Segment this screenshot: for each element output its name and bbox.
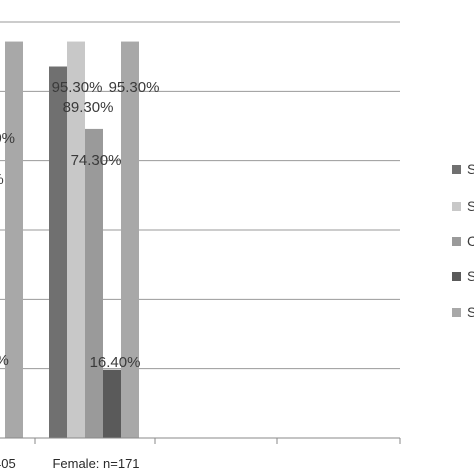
legend-entry: S: [467, 198, 474, 214]
legend-entry: S: [467, 268, 474, 284]
data-label: %: [0, 171, 4, 188]
x-axis: 405 Female: n=171: [0, 437, 401, 471]
bar: [49, 66, 67, 439]
data-label: 95.30%: [52, 79, 103, 96]
data-label: 74.30%: [71, 152, 122, 169]
bars: [5, 41, 139, 439]
data-labels: 89.30% 95.30%% 74.30% 9% 16.40% 10% 95.30%: [0, 79, 159, 371]
data-label: 89.30%: [63, 99, 114, 116]
bar: [103, 369, 121, 438]
legend-swatch: [452, 308, 461, 317]
bar: [85, 128, 103, 439]
bar: [5, 41, 23, 438]
data-label: 9%: [0, 352, 9, 369]
legend-entry: S: [467, 304, 474, 320]
legend-entry: S: [467, 161, 474, 177]
bar: [121, 41, 139, 438]
bar: [67, 41, 85, 438]
legend-swatch: [452, 237, 461, 246]
category-label: 405: [0, 456, 16, 471]
data-label: 95.30%: [109, 79, 160, 96]
data-label: 16.40%: [90, 354, 141, 371]
legend-swatch: [452, 202, 461, 211]
data-label: 10%: [0, 130, 15, 147]
category-label: Female: n=171: [52, 456, 139, 471]
legend-entry: C: [467, 233, 474, 249]
legend: S S C S S: [452, 161, 474, 320]
legend-swatch: [452, 272, 461, 281]
legend-swatch: [452, 165, 461, 174]
